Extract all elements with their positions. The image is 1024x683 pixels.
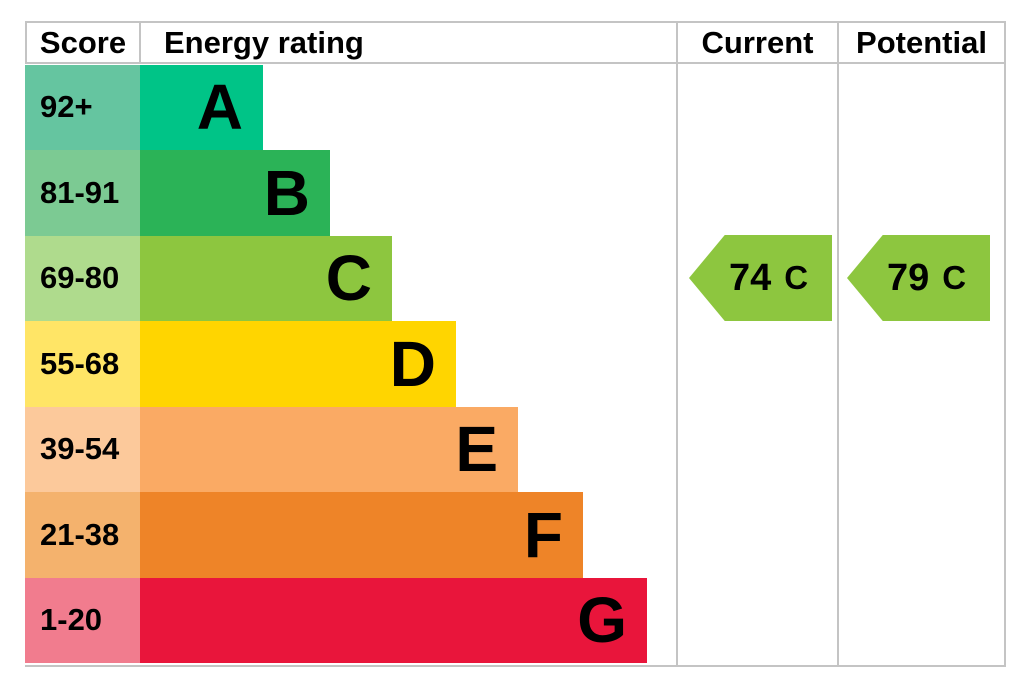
score-column-header: Score bbox=[39, 25, 127, 60]
score-range-c: 69-80 bbox=[25, 235, 140, 321]
table-left-border bbox=[25, 21, 27, 64]
potential-column-divider bbox=[837, 21, 839, 667]
score-range-b: 81-91 bbox=[25, 150, 140, 236]
band-row-c: 69-80 C bbox=[25, 235, 1005, 321]
current-column-header: Current bbox=[701, 25, 814, 60]
score-range-g: 1-20 bbox=[25, 577, 140, 663]
potential-rating-band: C bbox=[942, 259, 967, 296]
rating-bands: 92+ A 81-91 B 69-80 C 55-68 D 39-54 E 21… bbox=[25, 64, 1005, 663]
band-row-e: 39-54 E bbox=[25, 406, 1005, 492]
band-bar-a: A bbox=[140, 64, 263, 150]
score-range-a: 92+ bbox=[25, 64, 140, 150]
current-rating-value: 74 bbox=[728, 256, 772, 299]
score-range-f: 21-38 bbox=[25, 492, 140, 578]
current-rating-band: C bbox=[784, 259, 809, 296]
band-row-b: 81-91 B bbox=[25, 150, 1005, 236]
table-top-border bbox=[25, 21, 1006, 23]
band-bar-b: B bbox=[140, 150, 330, 236]
current-column-divider bbox=[676, 21, 678, 667]
band-row-f: 21-38 F bbox=[25, 492, 1005, 578]
band-row-a: 92+ A bbox=[25, 64, 1005, 150]
score-range-d: 55-68 bbox=[25, 321, 140, 407]
band-row-d: 55-68 D bbox=[25, 321, 1005, 407]
band-bar-e: E bbox=[140, 406, 518, 492]
score-range-e: 39-54 bbox=[25, 406, 140, 492]
band-bar-d: D bbox=[140, 321, 456, 407]
table-bottom-border bbox=[25, 665, 1006, 667]
band-bar-f: F bbox=[140, 492, 583, 578]
band-row-g: 1-20 G bbox=[25, 577, 1005, 663]
band-bar-c: C bbox=[140, 235, 392, 321]
energy-rating-column-header: Energy rating bbox=[164, 25, 364, 60]
potential-column-header: Potential bbox=[856, 25, 987, 60]
score-column-divider bbox=[139, 21, 141, 64]
potential-rating-value: 79 bbox=[886, 256, 930, 299]
table-right-border bbox=[1004, 21, 1006, 667]
header-underline bbox=[25, 62, 1006, 64]
band-bar-g: G bbox=[140, 577, 647, 663]
